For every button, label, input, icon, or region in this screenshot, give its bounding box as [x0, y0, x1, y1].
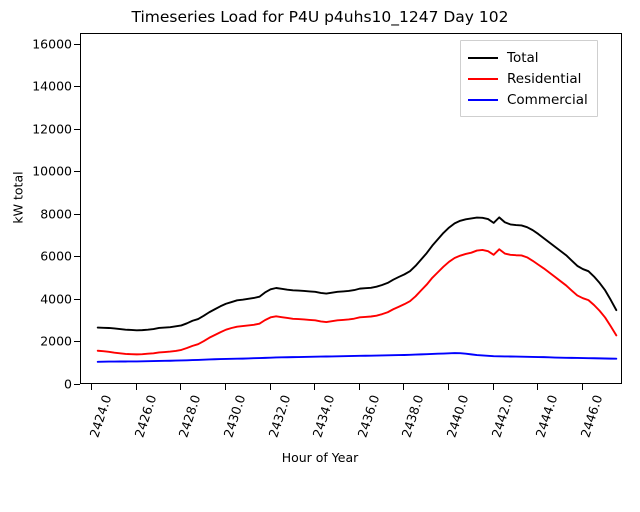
legend-label-residential: Residential — [507, 70, 582, 87]
series-line-commercial — [96, 352, 618, 363]
y-tick-mark — [74, 384, 80, 385]
y-tick-label: 4000 — [40, 291, 72, 307]
y-tick-label: 8000 — [40, 206, 72, 222]
legend-swatch-residential — [468, 77, 498, 80]
y-tick-label: 10000 — [32, 163, 72, 179]
y-tick-label: 0 — [64, 376, 72, 392]
plot-area — [80, 33, 622, 384]
chart-legend: Total Residential Commercial — [460, 40, 598, 117]
legend-swatch-total — [468, 56, 498, 59]
series-line-residential — [96, 248, 618, 356]
y-tick-label: 2000 — [40, 333, 72, 349]
series-line-total — [96, 216, 618, 332]
y-tick-label: 12000 — [32, 121, 72, 137]
chart-title: Timeseries Load for P4U p4uhs10_1247 Day… — [131, 8, 509, 26]
plot-lines — [96, 216, 618, 363]
legend-label-commercial: Commercial — [507, 91, 588, 108]
legend-item: Commercial — [468, 89, 588, 110]
legend-item: Total — [468, 47, 588, 68]
legend-label-total: Total — [507, 49, 539, 66]
legend-item: Residential — [468, 68, 588, 89]
y-tick-label: 14000 — [32, 78, 72, 94]
y-tick-label: 6000 — [40, 248, 72, 264]
legend-swatch-commercial — [468, 98, 498, 101]
y-tick-label: 16000 — [32, 36, 72, 52]
x-axis-label: Hour of Year — [281, 450, 359, 465]
y-axis-label: kW total — [10, 171, 26, 224]
chart-figure: Timeseries Load for P4U p4uhs10_1247 Day… — [10, 8, 622, 465]
